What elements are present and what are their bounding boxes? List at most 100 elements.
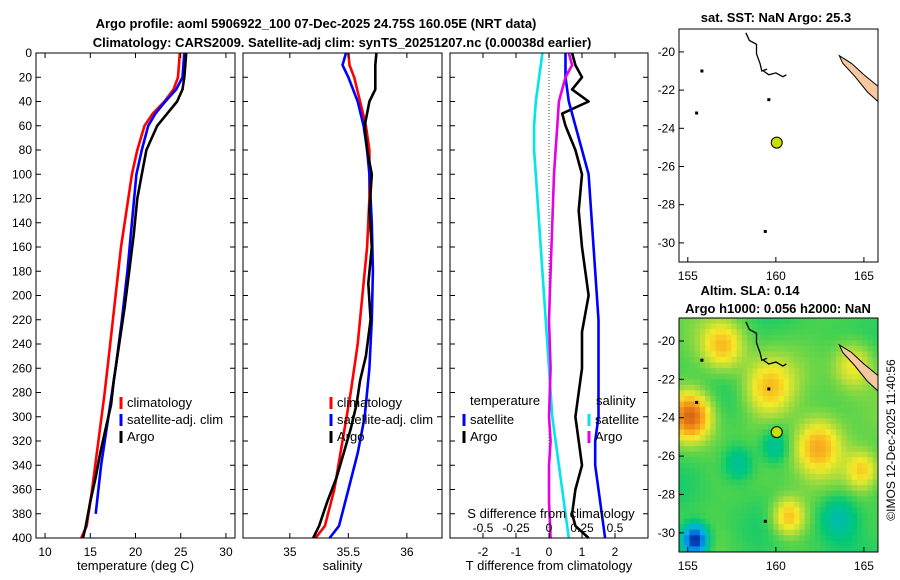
heat-cell — [825, 412, 832, 419]
heat-cell — [736, 345, 743, 353]
legend-label: Argo — [470, 429, 497, 444]
heat-cell — [783, 524, 790, 531]
y-tick-label: 380 — [12, 507, 32, 521]
heat-cell — [841, 423, 848, 431]
heat-cell — [825, 468, 832, 475]
heat-cell — [799, 423, 806, 431]
heat-cell — [846, 318, 853, 325]
heat-cell — [679, 407, 685, 414]
heat-cell — [799, 401, 806, 408]
heat-cell — [836, 396, 842, 403]
heat-cell — [846, 496, 853, 503]
heat-cell — [846, 362, 853, 369]
heat-cell — [872, 368, 878, 375]
heat-cell — [731, 485, 738, 492]
heat-cell — [841, 362, 848, 369]
heat-cell — [768, 524, 774, 531]
heat-cell — [773, 340, 780, 347]
heat-cell — [857, 412, 863, 419]
heat-cell — [768, 462, 774, 470]
y-tick-label: 160 — [12, 240, 32, 254]
heat-cell — [794, 540, 801, 548]
heat-cell — [862, 390, 869, 397]
heat-cell — [794, 496, 801, 503]
heat-cell — [726, 496, 732, 503]
heat-cell — [820, 513, 827, 520]
heat-cell — [783, 479, 790, 486]
heat-cell — [694, 368, 701, 375]
heat-cell — [794, 351, 801, 358]
heat-cell — [799, 345, 806, 353]
heat-cell — [851, 513, 858, 520]
heat-cell — [820, 418, 827, 425]
heat-cell — [872, 529, 878, 536]
heat-cell — [768, 418, 774, 425]
heat-cell — [794, 507, 801, 514]
heat-cell — [815, 446, 821, 453]
heat-cell — [768, 507, 774, 514]
heat-cell — [841, 412, 848, 419]
heat-cell — [809, 407, 816, 414]
heat-cell — [699, 329, 706, 336]
heat-cell — [752, 513, 759, 520]
heat-cell — [836, 490, 842, 497]
heat-cell — [872, 390, 878, 397]
x-tick-label: 15 — [84, 545, 98, 559]
heat-cell — [804, 418, 811, 425]
heat-cell — [757, 345, 764, 353]
heat-cell — [778, 485, 785, 492]
heat-cell — [846, 423, 853, 431]
heat-cell — [752, 334, 759, 341]
heat-cell — [799, 435, 806, 442]
heat-cell — [726, 490, 732, 497]
heat-cell — [846, 529, 853, 536]
heat-cell — [726, 535, 732, 542]
heat-cell — [825, 540, 832, 548]
heat-cell — [768, 501, 774, 509]
heat-cell — [684, 468, 691, 475]
heat-cell — [689, 524, 696, 531]
heat-cell — [689, 479, 696, 486]
heat-cell — [820, 340, 827, 347]
heat-cell — [846, 329, 853, 336]
heat-cell — [757, 384, 764, 392]
heat-cell — [841, 334, 848, 341]
heat-cell — [736, 368, 743, 375]
heat-cell — [825, 429, 832, 436]
heat-cell — [851, 429, 858, 436]
heat-cell — [684, 462, 691, 470]
legend-title-temperature: temperature — [470, 393, 540, 408]
heat-cell — [720, 401, 727, 408]
heat-cell — [726, 362, 732, 369]
x-top-tick-label: 0.5 — [607, 521, 624, 535]
heat-cell — [857, 340, 863, 347]
heat-cell — [773, 513, 780, 520]
heat-cell — [720, 390, 727, 397]
heat-cell — [736, 373, 743, 380]
heat-cell — [699, 451, 706, 458]
heat-cell — [762, 329, 769, 336]
heat-cell — [815, 351, 821, 358]
heat-cell — [731, 462, 738, 470]
heat-cell — [872, 451, 878, 458]
heat-cell — [684, 540, 691, 548]
heat-cell — [762, 429, 769, 436]
heat-cell — [836, 468, 842, 475]
heat-cell — [747, 318, 753, 325]
heat-cell — [836, 379, 842, 386]
heat-cell — [783, 518, 790, 525]
heat-cell — [841, 474, 848, 481]
heat-cell — [804, 368, 811, 375]
heat-cell — [757, 362, 764, 369]
heat-cell — [705, 501, 712, 509]
heat-cell — [867, 446, 874, 453]
heat-cell — [679, 435, 685, 442]
heat-cell — [736, 451, 743, 458]
heat-cell — [705, 412, 712, 419]
heat-cell — [836, 407, 842, 414]
heat-cell — [699, 435, 706, 442]
heat-cell — [694, 429, 701, 436]
reef-outline — [763, 70, 787, 78]
heat-cell — [788, 323, 795, 330]
